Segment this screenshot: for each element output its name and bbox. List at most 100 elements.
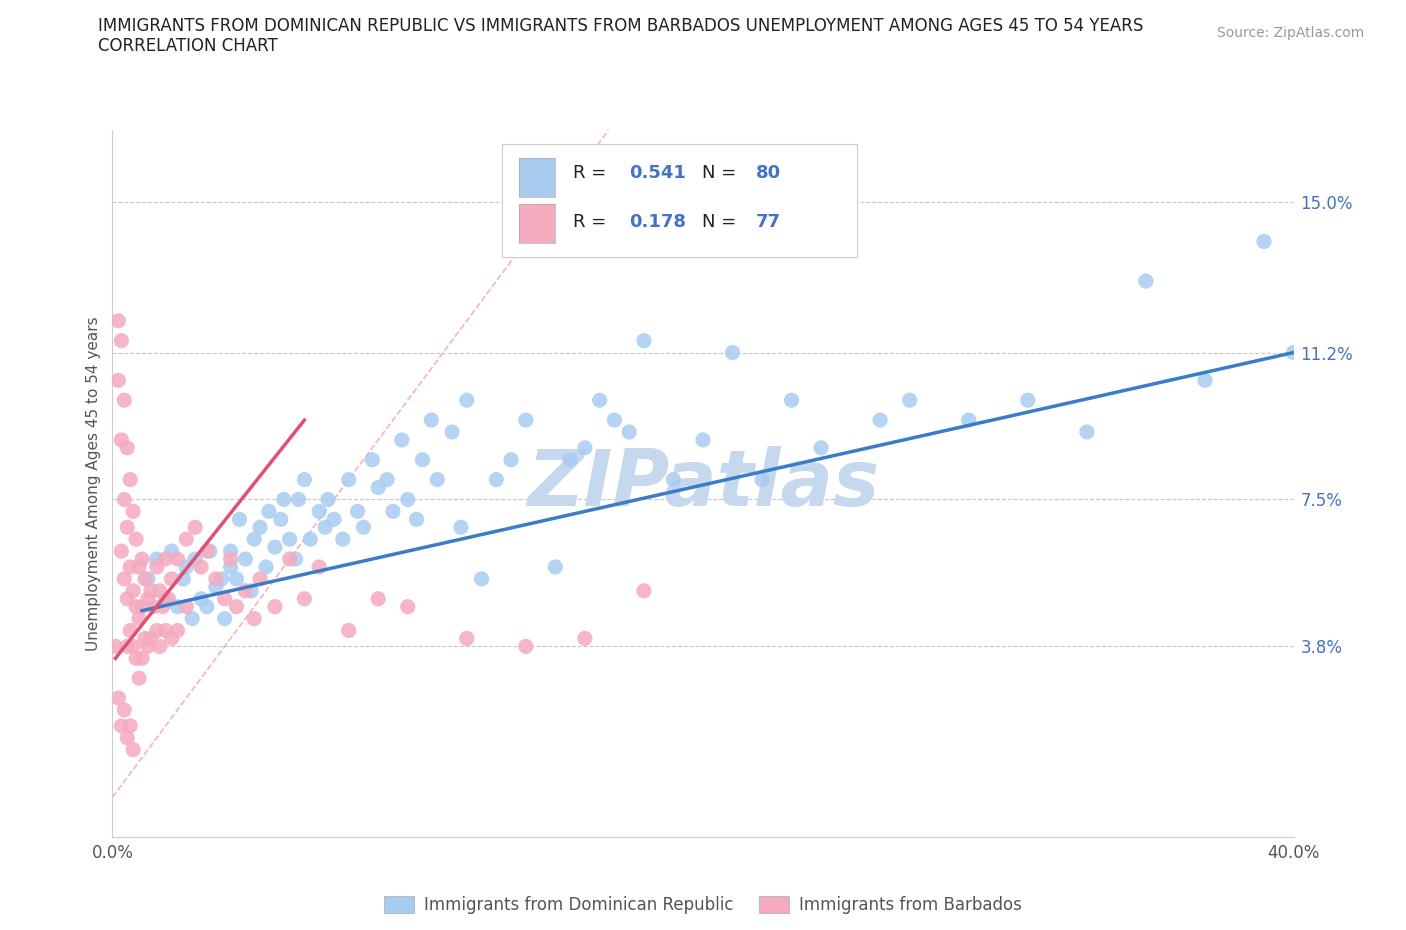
Point <box>120 472 142 487</box>
Point <box>122 742 145 757</box>
Point <box>240 583 263 598</box>
Point <box>323 512 346 526</box>
Point <box>174 532 197 547</box>
Point <box>470 571 494 586</box>
Point <box>396 492 419 507</box>
Point <box>134 571 156 586</box>
Point <box>219 560 242 575</box>
Point <box>131 551 153 566</box>
Point <box>174 599 197 614</box>
Point <box>117 639 138 654</box>
Point <box>633 333 655 348</box>
Point <box>391 432 413 447</box>
Point <box>122 639 145 654</box>
Point <box>456 392 478 407</box>
Point <box>128 611 150 626</box>
Point <box>149 583 172 598</box>
Point <box>314 520 336 535</box>
Point <box>134 631 156 646</box>
Point <box>450 520 472 535</box>
Point <box>299 532 322 547</box>
Point <box>110 718 132 733</box>
Point <box>751 472 773 487</box>
Point <box>1194 373 1216 388</box>
Point <box>120 718 142 733</box>
Point <box>166 599 188 614</box>
Point <box>110 333 132 348</box>
Text: R =: R = <box>574 164 612 181</box>
Text: 80: 80 <box>756 164 780 181</box>
Point <box>112 392 135 407</box>
Point <box>139 631 162 646</box>
Point <box>588 392 610 407</box>
Point <box>184 551 207 566</box>
Point <box>198 544 221 559</box>
Point <box>146 551 169 566</box>
Point <box>316 492 339 507</box>
Point <box>426 472 449 487</box>
Text: 77: 77 <box>756 213 780 231</box>
Point <box>160 631 183 646</box>
Point <box>195 599 218 614</box>
Point <box>337 472 360 487</box>
Point <box>172 571 194 586</box>
Point <box>249 571 271 586</box>
Point <box>692 432 714 447</box>
Point <box>278 551 301 566</box>
Point <box>264 599 287 614</box>
Point <box>284 551 307 566</box>
Legend: Immigrants from Dominican Republic, Immigrants from Barbados: Immigrants from Dominican Republic, Immi… <box>378 889 1028 921</box>
Point <box>1282 345 1305 360</box>
Point <box>243 611 266 626</box>
Point <box>411 452 433 467</box>
Point <box>128 560 150 575</box>
Point <box>146 560 169 575</box>
Point <box>558 452 582 467</box>
Point <box>898 392 921 407</box>
Point <box>721 345 744 360</box>
Point <box>166 551 188 566</box>
Point <box>501 452 523 467</box>
Text: N =: N = <box>703 213 742 231</box>
Point <box>139 583 162 598</box>
Point <box>456 631 478 646</box>
Point <box>957 413 980 428</box>
Y-axis label: Unemployment Among Ages 45 to 54 years: Unemployment Among Ages 45 to 54 years <box>86 316 101 651</box>
Point <box>603 413 626 428</box>
Point <box>136 639 159 654</box>
Point <box>184 520 207 535</box>
Point <box>662 472 685 487</box>
Point <box>160 544 183 559</box>
Point <box>146 623 169 638</box>
Point <box>155 591 177 606</box>
Point <box>205 571 228 586</box>
Text: ZIPatlas: ZIPatlas <box>527 445 879 522</box>
Point <box>346 504 368 519</box>
Point <box>243 532 266 547</box>
Point <box>155 551 177 566</box>
Point <box>1135 273 1157 288</box>
Point <box>273 492 295 507</box>
Point <box>574 441 596 456</box>
Point <box>308 504 330 519</box>
Point <box>308 560 330 575</box>
Text: CORRELATION CHART: CORRELATION CHART <box>98 37 278 55</box>
Point <box>292 472 315 487</box>
Point <box>361 452 384 467</box>
Point <box>515 413 537 428</box>
Point <box>869 413 891 428</box>
Point <box>125 599 148 614</box>
Point <box>117 441 138 456</box>
Point <box>125 651 148 666</box>
Text: 0.178: 0.178 <box>630 213 686 231</box>
Point <box>337 623 360 638</box>
Point <box>225 599 247 614</box>
Point <box>112 571 135 586</box>
Point <box>780 392 803 407</box>
Point <box>155 623 177 638</box>
Point <box>122 583 145 598</box>
Point <box>254 560 277 575</box>
Point <box>367 591 389 606</box>
Point <box>190 560 212 575</box>
Point <box>278 532 301 547</box>
